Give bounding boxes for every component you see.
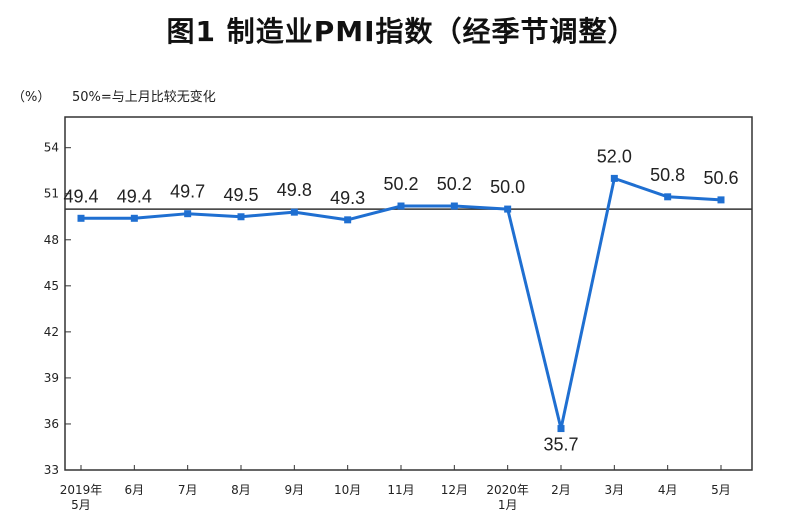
data-label: 49.4 xyxy=(63,186,98,206)
y-tick-label: 36 xyxy=(44,417,59,431)
x-tick-label: 8月 xyxy=(231,483,251,497)
x-tick-label: 11月 xyxy=(387,483,414,497)
x-tick-label: 6月 xyxy=(125,483,145,497)
y-axis: 33 36 39 42 45 48 51 54 xyxy=(44,141,71,477)
pmi-series-line xyxy=(81,176,722,431)
data-label: 50.6 xyxy=(703,168,738,188)
data-point-marker xyxy=(130,214,138,222)
data-label: 49.7 xyxy=(170,182,205,202)
y-tick-label: 51 xyxy=(44,187,59,201)
x-tick-label: 2020年 xyxy=(486,483,529,497)
y-tick-label: 33 xyxy=(44,463,59,477)
data-label: 49.3 xyxy=(330,188,365,208)
data-point-marker xyxy=(237,213,245,221)
data-label: 50.2 xyxy=(437,174,472,194)
y-tick-label: 42 xyxy=(44,325,59,339)
data-point-marker xyxy=(610,174,618,182)
x-tick-label: 2019年 xyxy=(60,483,103,497)
data-point-marker xyxy=(184,210,192,218)
data-label: 50.0 xyxy=(490,177,525,197)
data-label: 35.7 xyxy=(543,435,578,455)
x-tick-label: 12月 xyxy=(441,483,468,497)
chart-title: 图1 制造业PMI指数（经季节调整） xyxy=(166,15,637,48)
data-label: 50.8 xyxy=(650,165,685,185)
data-label: 49.5 xyxy=(223,185,258,205)
x-tick-label: 2月 xyxy=(551,483,571,497)
y-tick-label: 48 xyxy=(44,233,59,247)
data-point-marker xyxy=(290,208,298,216)
x-tick-label: 1月 xyxy=(498,498,518,512)
data-point-marker xyxy=(557,425,565,433)
x-tick-label: 5月 xyxy=(71,498,91,512)
data-label: 50.2 xyxy=(383,174,418,194)
data-point-marker xyxy=(77,214,85,222)
x-tick-label: 7月 xyxy=(178,483,198,497)
x-tick-label: 4月 xyxy=(658,483,678,497)
data-point-marker xyxy=(717,196,725,204)
x-tick-label: 3月 xyxy=(605,483,625,497)
x-tick-label: 9月 xyxy=(285,483,305,497)
data-point-marker xyxy=(344,216,352,224)
data-point-marker xyxy=(664,193,672,201)
data-points xyxy=(77,174,725,433)
y-tick-label: 39 xyxy=(44,371,59,385)
data-labels: 49.4 49.4 49.7 49.5 49.8 49.3 50.2 50.2 50.0 35.7… xyxy=(63,146,738,454)
data-point-marker xyxy=(397,202,405,210)
x-tick-label: 5月 xyxy=(711,483,731,497)
data-label: 49.4 xyxy=(117,186,152,206)
data-label: 52.0 xyxy=(597,146,632,166)
baseline-note: 50%=与上月比较无变化 xyxy=(72,90,216,105)
data-point-marker xyxy=(450,202,458,210)
plot-frame xyxy=(64,116,753,471)
x-tick-label: 10月 xyxy=(334,483,361,497)
y-unit-label: （%） xyxy=(12,90,51,105)
data-label: 49.8 xyxy=(277,180,312,200)
y-tick-label: 45 xyxy=(44,279,59,293)
data-point-marker xyxy=(504,205,512,213)
y-tick-label: 54 xyxy=(44,141,59,155)
